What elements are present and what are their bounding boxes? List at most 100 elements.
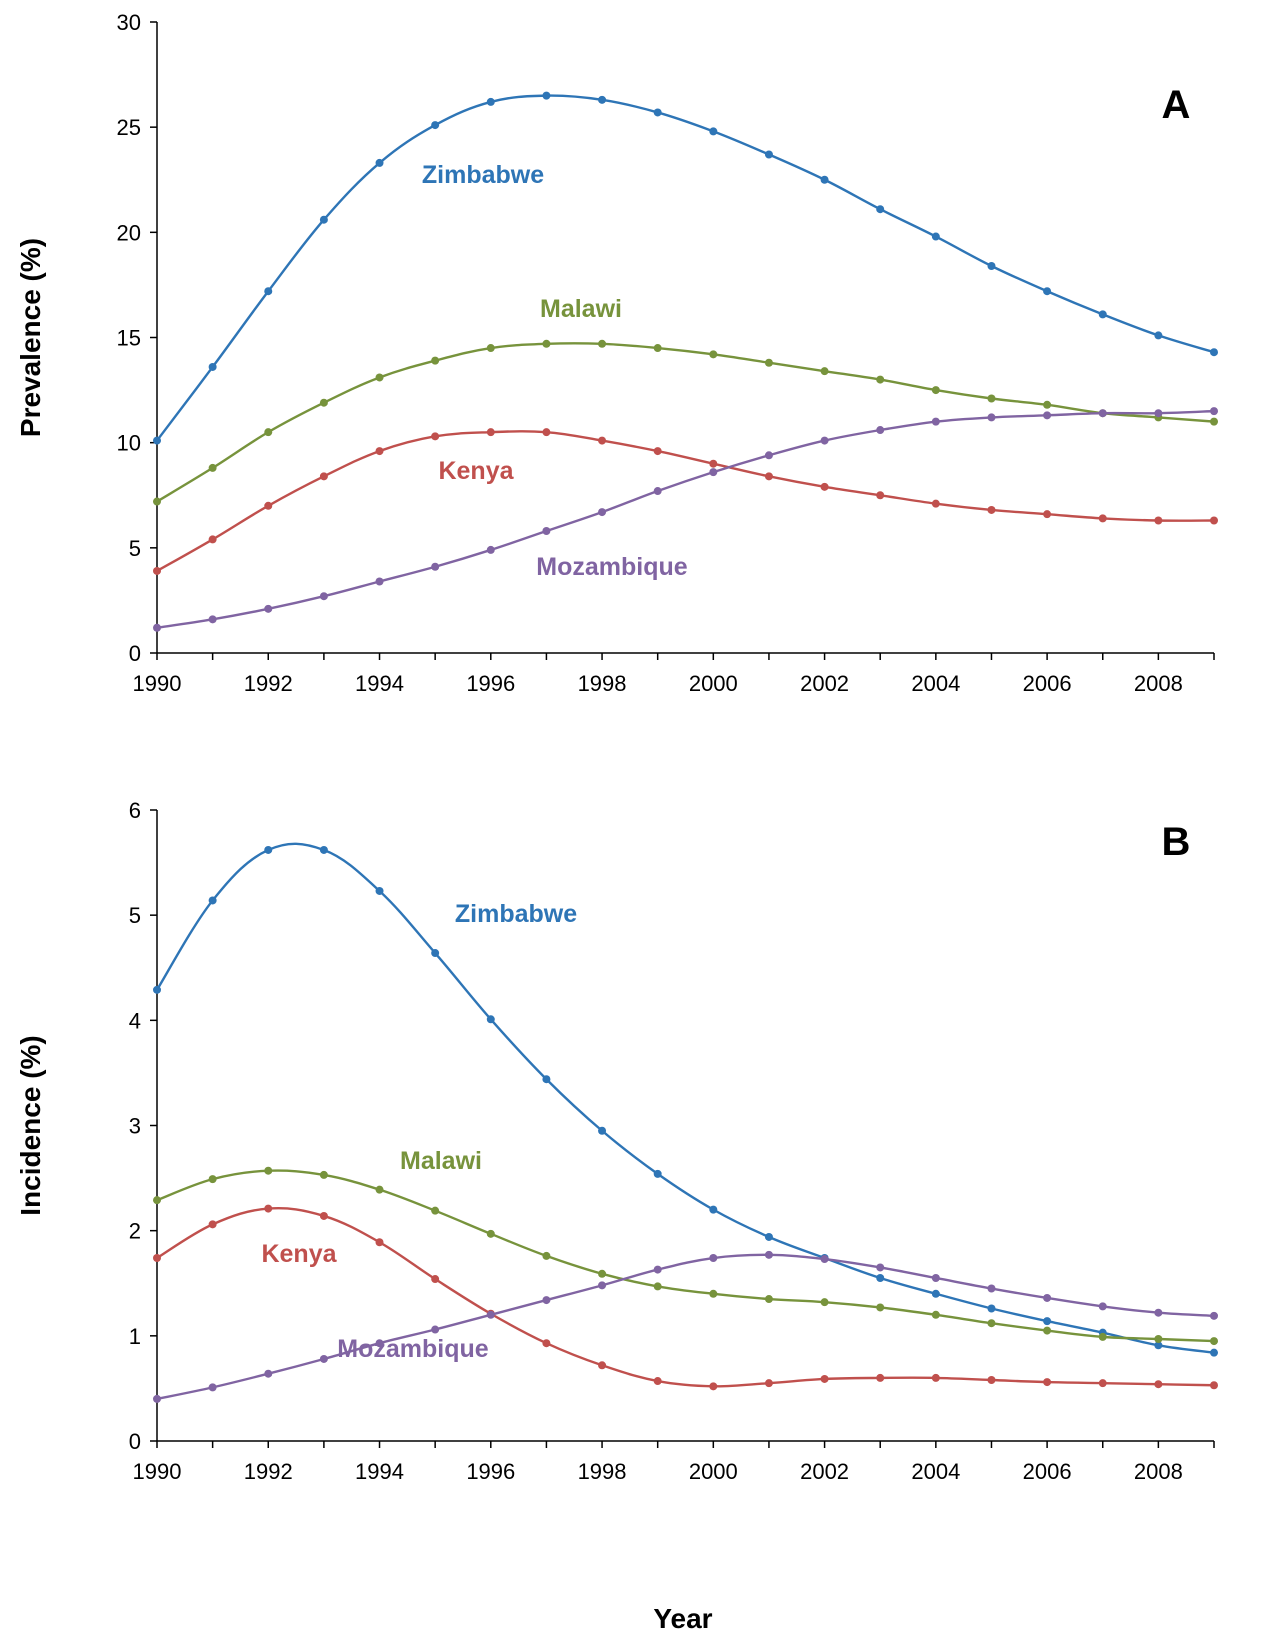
series-label-zimbabwe: Zimbabwe	[422, 161, 544, 189]
y-tick-label: 10	[117, 431, 141, 456]
data-point-kenya	[1043, 510, 1052, 519]
data-point-mozambique	[987, 413, 996, 422]
series-label-malawi: Malawi	[400, 1147, 482, 1175]
data-point-mozambique	[709, 468, 718, 477]
series-label-zimbabwe: Zimbabwe	[455, 900, 577, 928]
data-point-kenya	[153, 1254, 161, 1263]
data-point-mozambique	[542, 1296, 551, 1305]
data-point-kenya	[764, 472, 773, 481]
data-point-malawi	[987, 394, 996, 403]
x-tick-label: 2000	[689, 1459, 738, 1484]
data-point-mozambique	[264, 604, 273, 613]
data-point-malawi	[431, 356, 440, 365]
data-point-zimbabwe	[987, 1304, 996, 1313]
data-point-malawi	[208, 1175, 217, 1184]
data-point-mozambique	[431, 1325, 440, 1334]
x-tick-label: 2006	[1023, 671, 1072, 696]
series-label-malawi: Malawi	[540, 295, 622, 323]
data-point-kenya	[1098, 514, 1107, 523]
data-point-kenya	[764, 1379, 773, 1388]
data-point-malawi	[931, 1310, 940, 1319]
data-point-kenya	[709, 1382, 718, 1391]
data-point-malawi	[319, 398, 328, 407]
data-point-kenya	[542, 428, 551, 437]
y-tick-label: 3	[129, 1114, 141, 1139]
x-tick-label: 2008	[1134, 1459, 1183, 1484]
data-point-mozambique	[931, 417, 940, 426]
data-point-mozambique	[1210, 407, 1218, 416]
x-tick-label: 1994	[355, 671, 404, 696]
y-tick-label: 0	[129, 641, 141, 666]
data-point-malawi	[653, 1282, 662, 1291]
series-label-kenya: Kenya	[438, 457, 514, 485]
data-point-kenya	[820, 1374, 829, 1383]
data-point-malawi	[431, 1206, 440, 1215]
data-point-zimbabwe	[1154, 331, 1163, 340]
data-point-malawi	[987, 1319, 996, 1328]
data-point-zimbabwe	[764, 150, 773, 159]
data-point-zimbabwe	[1210, 348, 1218, 357]
data-point-malawi	[319, 1170, 328, 1179]
data-point-kenya	[820, 482, 829, 491]
data-point-mozambique	[820, 436, 829, 445]
y-tick-label: 15	[117, 326, 141, 351]
data-point-zimbabwe	[764, 1232, 773, 1241]
data-point-kenya	[264, 501, 273, 510]
data-point-malawi	[1210, 417, 1218, 426]
data-point-malawi	[153, 497, 161, 506]
data-point-zimbabwe	[931, 1289, 940, 1298]
panel-letter: B	[1162, 820, 1191, 864]
data-point-mozambique	[876, 426, 885, 435]
data-point-kenya	[542, 1339, 551, 1348]
data-point-mozambique	[764, 451, 773, 460]
data-point-zimbabwe	[653, 108, 662, 117]
x-tick-label: 1992	[244, 1459, 293, 1484]
data-point-mozambique	[431, 562, 440, 571]
data-point-kenya	[598, 436, 607, 445]
data-point-zimbabwe	[987, 261, 996, 270]
data-point-zimbabwe	[876, 1273, 885, 1282]
panel-b: 0 1 2 3 4 5 6 1990 1992 1994 1996 1998 2000 2002 2004 2…	[15, 798, 1218, 1484]
data-point-zimbabwe	[820, 175, 829, 184]
data-point-mozambique	[876, 1263, 885, 1272]
data-point-malawi	[709, 1289, 718, 1298]
data-point-malawi	[1154, 1334, 1163, 1343]
panel-a: 0 5 10 15 20 25 30 1990 1992 1994 1996 1998 2000 2002…	[15, 10, 1218, 696]
y-tick-label: 5	[129, 903, 141, 928]
y-axis-title: Prevalence (%)	[15, 238, 46, 437]
data-point-malawi	[820, 1298, 829, 1307]
data-point-malawi	[264, 1166, 273, 1175]
x-tick-label: 2002	[800, 671, 849, 696]
series-line-kenya	[156, 1207, 1215, 1388]
data-point-malawi	[764, 1295, 773, 1304]
data-point-zimbabwe	[709, 1205, 718, 1214]
x-tick-label: 1996	[466, 1459, 515, 1484]
data-point-malawi	[486, 1229, 495, 1238]
data-point-malawi	[598, 1269, 607, 1278]
data-point-mozambique	[709, 1254, 718, 1263]
x-tick-label: 2000	[689, 671, 738, 696]
data-point-kenya	[431, 432, 440, 441]
data-point-zimbabwe	[319, 845, 328, 854]
y-tick-label: 2	[129, 1219, 141, 1244]
data-point-zimbabwe	[542, 1075, 551, 1084]
data-point-malawi	[486, 344, 495, 353]
data-point-malawi	[542, 339, 551, 348]
x-tick-label: 1998	[578, 671, 627, 696]
x-tick-label: 1992	[244, 671, 293, 696]
series-label-mozambique: Mozambique	[337, 1335, 488, 1363]
data-point-mozambique	[1043, 1293, 1052, 1302]
data-point-zimbabwe	[153, 436, 161, 445]
y-tick-label: 0	[129, 1429, 141, 1454]
data-point-kenya	[1098, 1379, 1107, 1388]
data-point-kenya	[709, 459, 718, 468]
x-tick-label: 2008	[1134, 671, 1183, 696]
data-point-kenya	[931, 499, 940, 508]
series-line-zimbabwe	[155, 842, 1215, 1354]
data-point-zimbabwe	[375, 158, 384, 167]
data-point-zimbabwe	[876, 205, 885, 214]
y-tick-label: 5	[129, 536, 141, 561]
data-point-zimbabwe	[431, 949, 440, 958]
data-point-zimbabwe	[431, 121, 440, 130]
